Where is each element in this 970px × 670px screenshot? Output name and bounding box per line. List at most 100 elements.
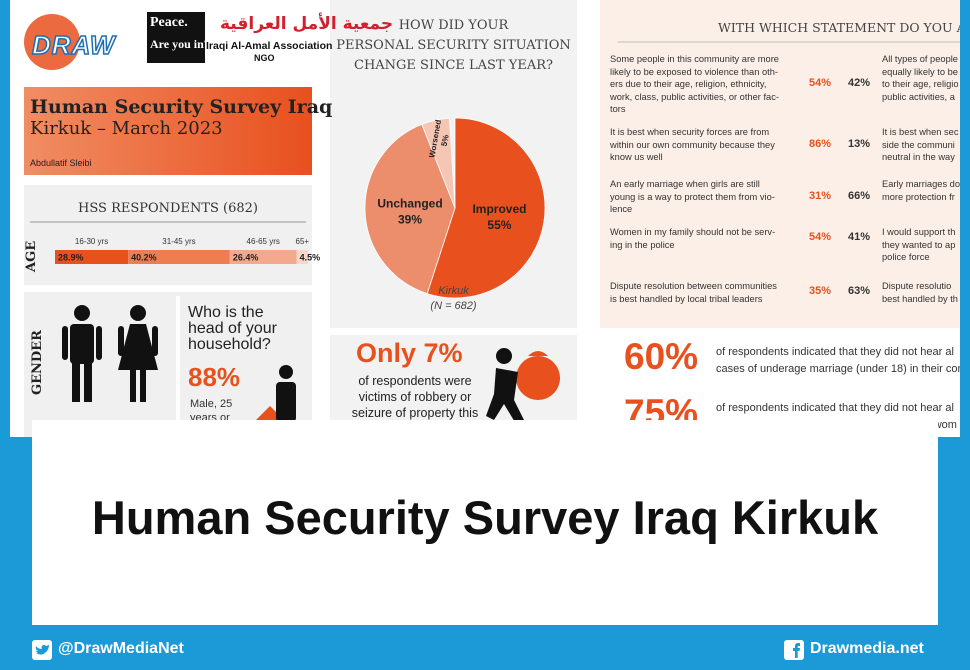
statement-right: equally likely to be: [882, 66, 958, 77]
age-value-label: 4.5%: [300, 253, 321, 263]
pie-title: HOW DID YOUR: [398, 18, 509, 33]
pie-slice: [426, 117, 546, 299]
marriage-stat: 60%: [624, 336, 699, 377]
statement-left: Women in my family should not be serv-: [610, 227, 776, 237]
statement-right-value: 66%: [848, 189, 871, 202]
org-name: Iraqi Al-Amal Association: [206, 40, 333, 52]
statement-left: ers due to their age, religion, ethnicit…: [610, 79, 767, 89]
gender-question: Who is the: [188, 304, 264, 321]
robbery-headline: Only 7%: [356, 338, 463, 368]
statement-left: An early marriage when girls are still: [610, 179, 760, 189]
statement-left: It is best when security forces are from: [610, 127, 770, 137]
statement-left: likely to be exposed to violence than ot…: [610, 66, 778, 77]
age-value-label: 40.2%: [131, 253, 157, 263]
gender-question: household?: [188, 336, 271, 353]
twitter-icon: [32, 640, 52, 660]
statement-right: they wanted to ap: [882, 239, 956, 250]
gender-note: Male, 25: [190, 398, 233, 410]
statement-left-value: 54%: [809, 231, 832, 244]
statement-right: I would support th: [882, 227, 956, 237]
badge-box: [147, 12, 205, 63]
statement-left: Dispute resolution between communities: [610, 281, 777, 291]
statement-left-value: 86%: [809, 137, 832, 150]
headline: Human Security Survey Iraq Kirkuk: [91, 491, 879, 544]
respondents-panel: [24, 185, 312, 285]
marriage-line: of respondents indicated that they did n…: [716, 346, 954, 358]
statement-left-value: 31%: [809, 189, 832, 202]
statement-left: within our own community because they: [610, 139, 775, 150]
infographic: 28.9% 16-30 yrs 40.2% 31-45 yrs 26.4% 46-65 y…: [10, 0, 960, 437]
statement-right: more protection fr: [882, 191, 955, 202]
artwork: 28.9% 16-30 yrs 40.2% 31-45 yrs 26.4% 46-65 y…: [24, 14, 960, 437]
statement-right-value: 13%: [848, 137, 871, 150]
pie-value-label: 5%: [440, 134, 451, 147]
age-value-label: 28.9%: [58, 253, 84, 263]
headline-card: [32, 420, 938, 625]
respondents-title: HSS RESPONDENTS (682): [78, 201, 258, 216]
pie-value-label: 55%: [487, 218, 511, 232]
age-bar: [128, 250, 230, 264]
cover-box: [24, 87, 312, 175]
age-bar: [55, 250, 129, 264]
facebook-site: Drawmedia.net: [810, 640, 924, 657]
statement-right: to their age, religio: [882, 79, 959, 89]
female-icon: [118, 305, 158, 402]
statements-title: WITH WHICH STATEMENT DO YOU AGREE: [718, 20, 960, 35]
robber-icon: [486, 348, 560, 424]
statement-left-value: 54%: [809, 77, 832, 89]
badge-text: Peace.: [150, 15, 188, 30]
age-value-label: 26.4%: [233, 253, 259, 263]
pie-label: Unchanged: [377, 196, 442, 210]
statement-left: know us well: [610, 152, 663, 162]
org-arabic: جمعية الأمل العراقية: [220, 14, 394, 34]
statement-left: is best handled by local tribal leaders: [610, 293, 763, 304]
statement-right: neutral in the way: [882, 152, 955, 162]
statement-left-value: 35%: [809, 285, 832, 298]
statement-right-value: 41%: [848, 231, 871, 244]
statement-left: lence: [610, 204, 633, 214]
statement-left: ing in the police: [610, 239, 675, 250]
pie-slice: [364, 123, 456, 295]
statement-right: best handled by th: [882, 293, 958, 304]
statement-right-value: 63%: [848, 285, 871, 298]
statement-right: Dispute resolutio: [882, 281, 952, 291]
pie-slice: [421, 117, 456, 209]
age-group-label: 46-65 yrs: [247, 237, 280, 246]
age-bar: [229, 250, 297, 264]
statement-right: public activities, a: [882, 91, 955, 102]
statement-left: work, class, public activities, or other…: [610, 91, 779, 102]
facebook-icon: [784, 640, 804, 660]
statement-right-value: 42%: [848, 77, 871, 89]
statement-left: Some people in this community are more: [610, 54, 779, 64]
badge-text: Are you in?: [150, 37, 210, 51]
age-group-label: 65+: [296, 237, 310, 246]
gender-question: head of your: [188, 320, 277, 337]
gender-stat: 88%: [188, 362, 241, 392]
pie-value-label: 39%: [398, 212, 422, 226]
statements-panel: [600, 0, 960, 328]
cover-subtitle: Kirkuk – March 2023: [30, 118, 223, 139]
pie-note: (N = 682): [430, 300, 477, 312]
cover-title: Human Security Survey Iraq: [30, 96, 333, 118]
marriage-line: cases of underage marriage (under 18) in…: [716, 363, 960, 375]
household-icon: [256, 365, 296, 422]
robbery-line: of respondents were: [358, 374, 472, 388]
statement-right: All types of people: [882, 54, 958, 64]
cover-author: Abdullatif Sleibi: [30, 158, 92, 168]
pie-caption: Kirkuk: [438, 285, 469, 297]
age-group-label: 16-30 yrs: [75, 237, 108, 246]
twitter-handle: @DrawMediaNet: [58, 640, 184, 657]
robbery-line: seizure of property this: [351, 406, 479, 420]
pie-title: CHANGE SINCE LAST YEAR?: [354, 58, 553, 73]
statement-right: side the communi: [882, 139, 955, 150]
male-icon: [62, 305, 102, 402]
gender-label: GENDER: [30, 330, 45, 395]
logo-mark: [24, 14, 80, 70]
statement-right: It is best when sec: [882, 127, 959, 137]
robbery-line: victims of robbery or: [358, 390, 472, 404]
age-label: AGE: [24, 240, 39, 272]
pie-label: Improved: [472, 202, 526, 216]
pie-title: PERSONAL SECURITY SITUATION: [336, 38, 571, 53]
statement-left: tors: [610, 104, 626, 114]
